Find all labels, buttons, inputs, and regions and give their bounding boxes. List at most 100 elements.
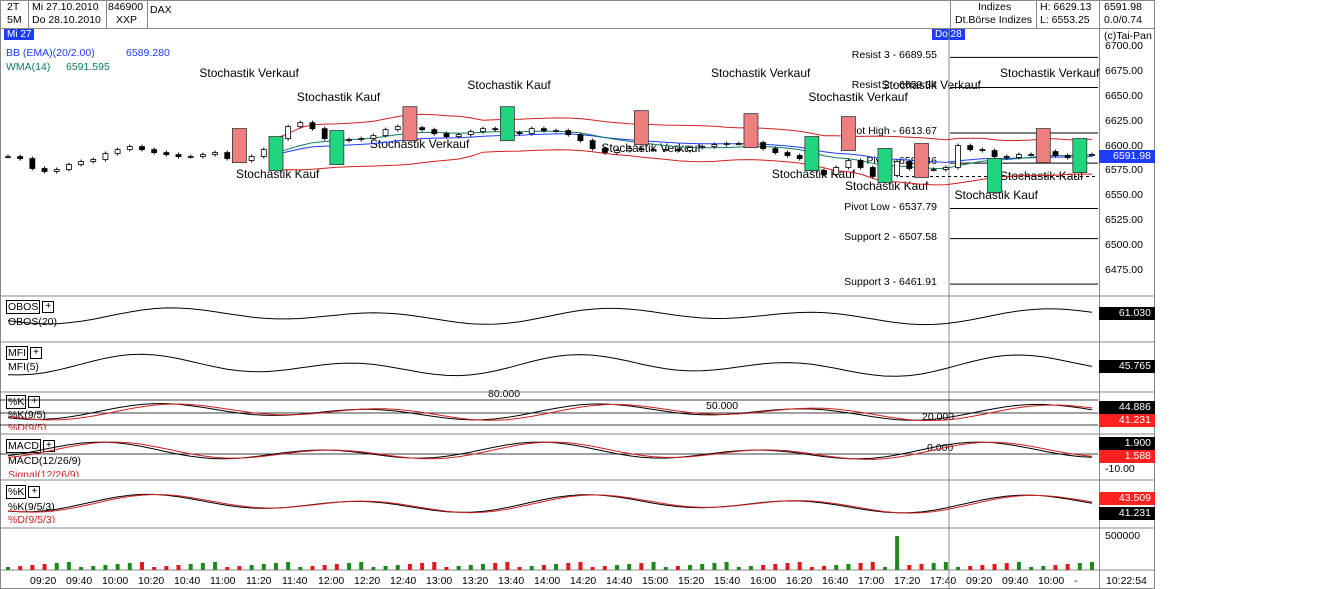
stoch1-title-text: %K <box>6 395 27 409</box>
candle-body <box>139 146 145 150</box>
header-divider <box>28 0 29 28</box>
time-tick-label: 10:20 <box>138 575 165 587</box>
pivot-level-label: Resist 2 - 6659.34 <box>851 79 937 92</box>
stoch1-d-tag: 41.231 <box>1099 414 1155 427</box>
price-tick-label: 6525.00 <box>1105 214 1143 227</box>
candle-body <box>638 148 645 150</box>
category: Indizes <box>978 1 1012 13</box>
candle-body <box>126 146 133 150</box>
volume-bar <box>1004 563 1009 570</box>
pivot-level-label: Pivot Low - 6537.79 <box>844 200 937 213</box>
volume-bar <box>310 566 315 570</box>
candle-body <box>1028 154 1035 156</box>
candle-body <box>869 167 876 177</box>
candle-body <box>5 156 11 158</box>
volume-bar <box>663 567 668 570</box>
stoch2-expand-button[interactable]: + <box>28 486 41 499</box>
time-tick-label: - <box>1074 575 1078 587</box>
macd-value-tag: 1.900 <box>1099 437 1155 450</box>
candle-body <box>906 161 913 169</box>
volume-bar <box>395 565 400 570</box>
volume-bar <box>919 564 924 570</box>
volume-bar <box>1053 565 1058 570</box>
volume-bar <box>139 562 144 570</box>
candle-body <box>930 169 937 171</box>
mfi-title[interactable]: MFI + <box>6 346 43 360</box>
time-tick-label: 15:00 <box>642 575 669 587</box>
volume-bar <box>383 566 388 570</box>
obos-title[interactable]: OBOS + <box>6 300 55 314</box>
signal-label: Stochastik Verkauf <box>710 66 811 80</box>
volume-bar <box>931 563 936 570</box>
obos-expand-button[interactable]: + <box>42 301 55 314</box>
volume-bar <box>858 563 863 570</box>
macd-signal-label: Signal(12/26/9) <box>8 469 80 477</box>
candle-body <box>394 126 401 131</box>
signal-label: Stochastik Kauf <box>467 78 551 92</box>
volume-bar <box>298 567 303 570</box>
volume-axis: 500000 <box>1105 530 1141 542</box>
volume-bar <box>6 567 10 570</box>
signal-marker <box>804 136 820 171</box>
volume-bar <box>225 567 230 570</box>
symbol: DAX <box>150 4 172 16</box>
stoch1-k-tag: 44.886 <box>1099 401 1155 414</box>
volume-bar <box>273 563 278 570</box>
candle-body <box>1003 156 1010 158</box>
date-start: Mi 27.10.2010 <box>32 1 99 13</box>
candle-body <box>53 169 60 172</box>
candle-body <box>358 138 365 141</box>
candle-body <box>711 144 718 147</box>
time-tick-label: 14:40 <box>606 575 633 587</box>
volume-bar <box>54 563 59 570</box>
low-value: L: 6553.25 <box>1040 14 1090 26</box>
signal-label: Stochastik Verkauf <box>369 136 470 151</box>
stoch2-title[interactable]: %K + <box>6 485 41 499</box>
time-tick-label: 16:40 <box>822 575 849 587</box>
price-tick-label: 6625.00 <box>1105 114 1143 127</box>
header-divider <box>1036 0 1037 28</box>
stoch2-d-tag: 43.509 <box>1099 492 1155 505</box>
time-tick-label: 12:20 <box>354 575 381 587</box>
volume-bar <box>42 564 47 570</box>
signal-label: Stochastik Verkauf <box>601 140 701 155</box>
mfi-expand-button[interactable]: + <box>30 347 43 360</box>
macd-title-text: MACD <box>6 439 41 453</box>
time-tick-label: 12:00 <box>318 575 345 587</box>
signal-value-tag: 1.588 <box>1099 450 1155 463</box>
volume-bar <box>188 564 193 570</box>
signal-marker <box>1035 128 1051 163</box>
volume-bar <box>517 567 522 570</box>
signal-marker <box>877 148 893 183</box>
candle-body <box>321 128 328 140</box>
candle-body <box>224 152 231 159</box>
candle-body <box>784 152 791 156</box>
header-divider <box>950 0 951 28</box>
volume-bar <box>992 564 997 570</box>
stoch1-title[interactable]: %K + <box>6 395 41 409</box>
candle-body <box>443 133 450 138</box>
interval-1[interactable]: 2T <box>7 1 20 13</box>
candle-body <box>894 161 901 176</box>
signal-marker <box>914 143 929 178</box>
volume-bar <box>651 562 656 570</box>
candle-body <box>346 139 352 142</box>
wkn: 846900 <box>108 1 144 13</box>
obos-title-text: OBOS <box>6 300 41 314</box>
stoch1-expand-button[interactable]: + <box>28 396 41 409</box>
stoch1-k-line <box>7 403 1093 421</box>
time-tick-label: 12:40 <box>390 575 417 587</box>
signal-label: Stochastik Kauf <box>296 90 381 104</box>
pivot-level-label: Support 3 - 6461.91 <box>844 276 937 289</box>
candle-body <box>601 148 608 153</box>
price-tick-label: 6475.00 <box>1105 264 1143 277</box>
candle-body <box>833 167 840 175</box>
volume-bar <box>505 562 510 570</box>
volume-bar <box>1090 562 1094 570</box>
time-tick-label: 13:20 <box>462 575 489 587</box>
interval-2[interactable]: 5M <box>7 14 22 26</box>
signal-marker <box>841 116 856 152</box>
price-tick-label: 6550.00 <box>1105 189 1143 202</box>
candle-body <box>723 143 730 146</box>
time-tick-label: 10:40 <box>174 575 201 587</box>
